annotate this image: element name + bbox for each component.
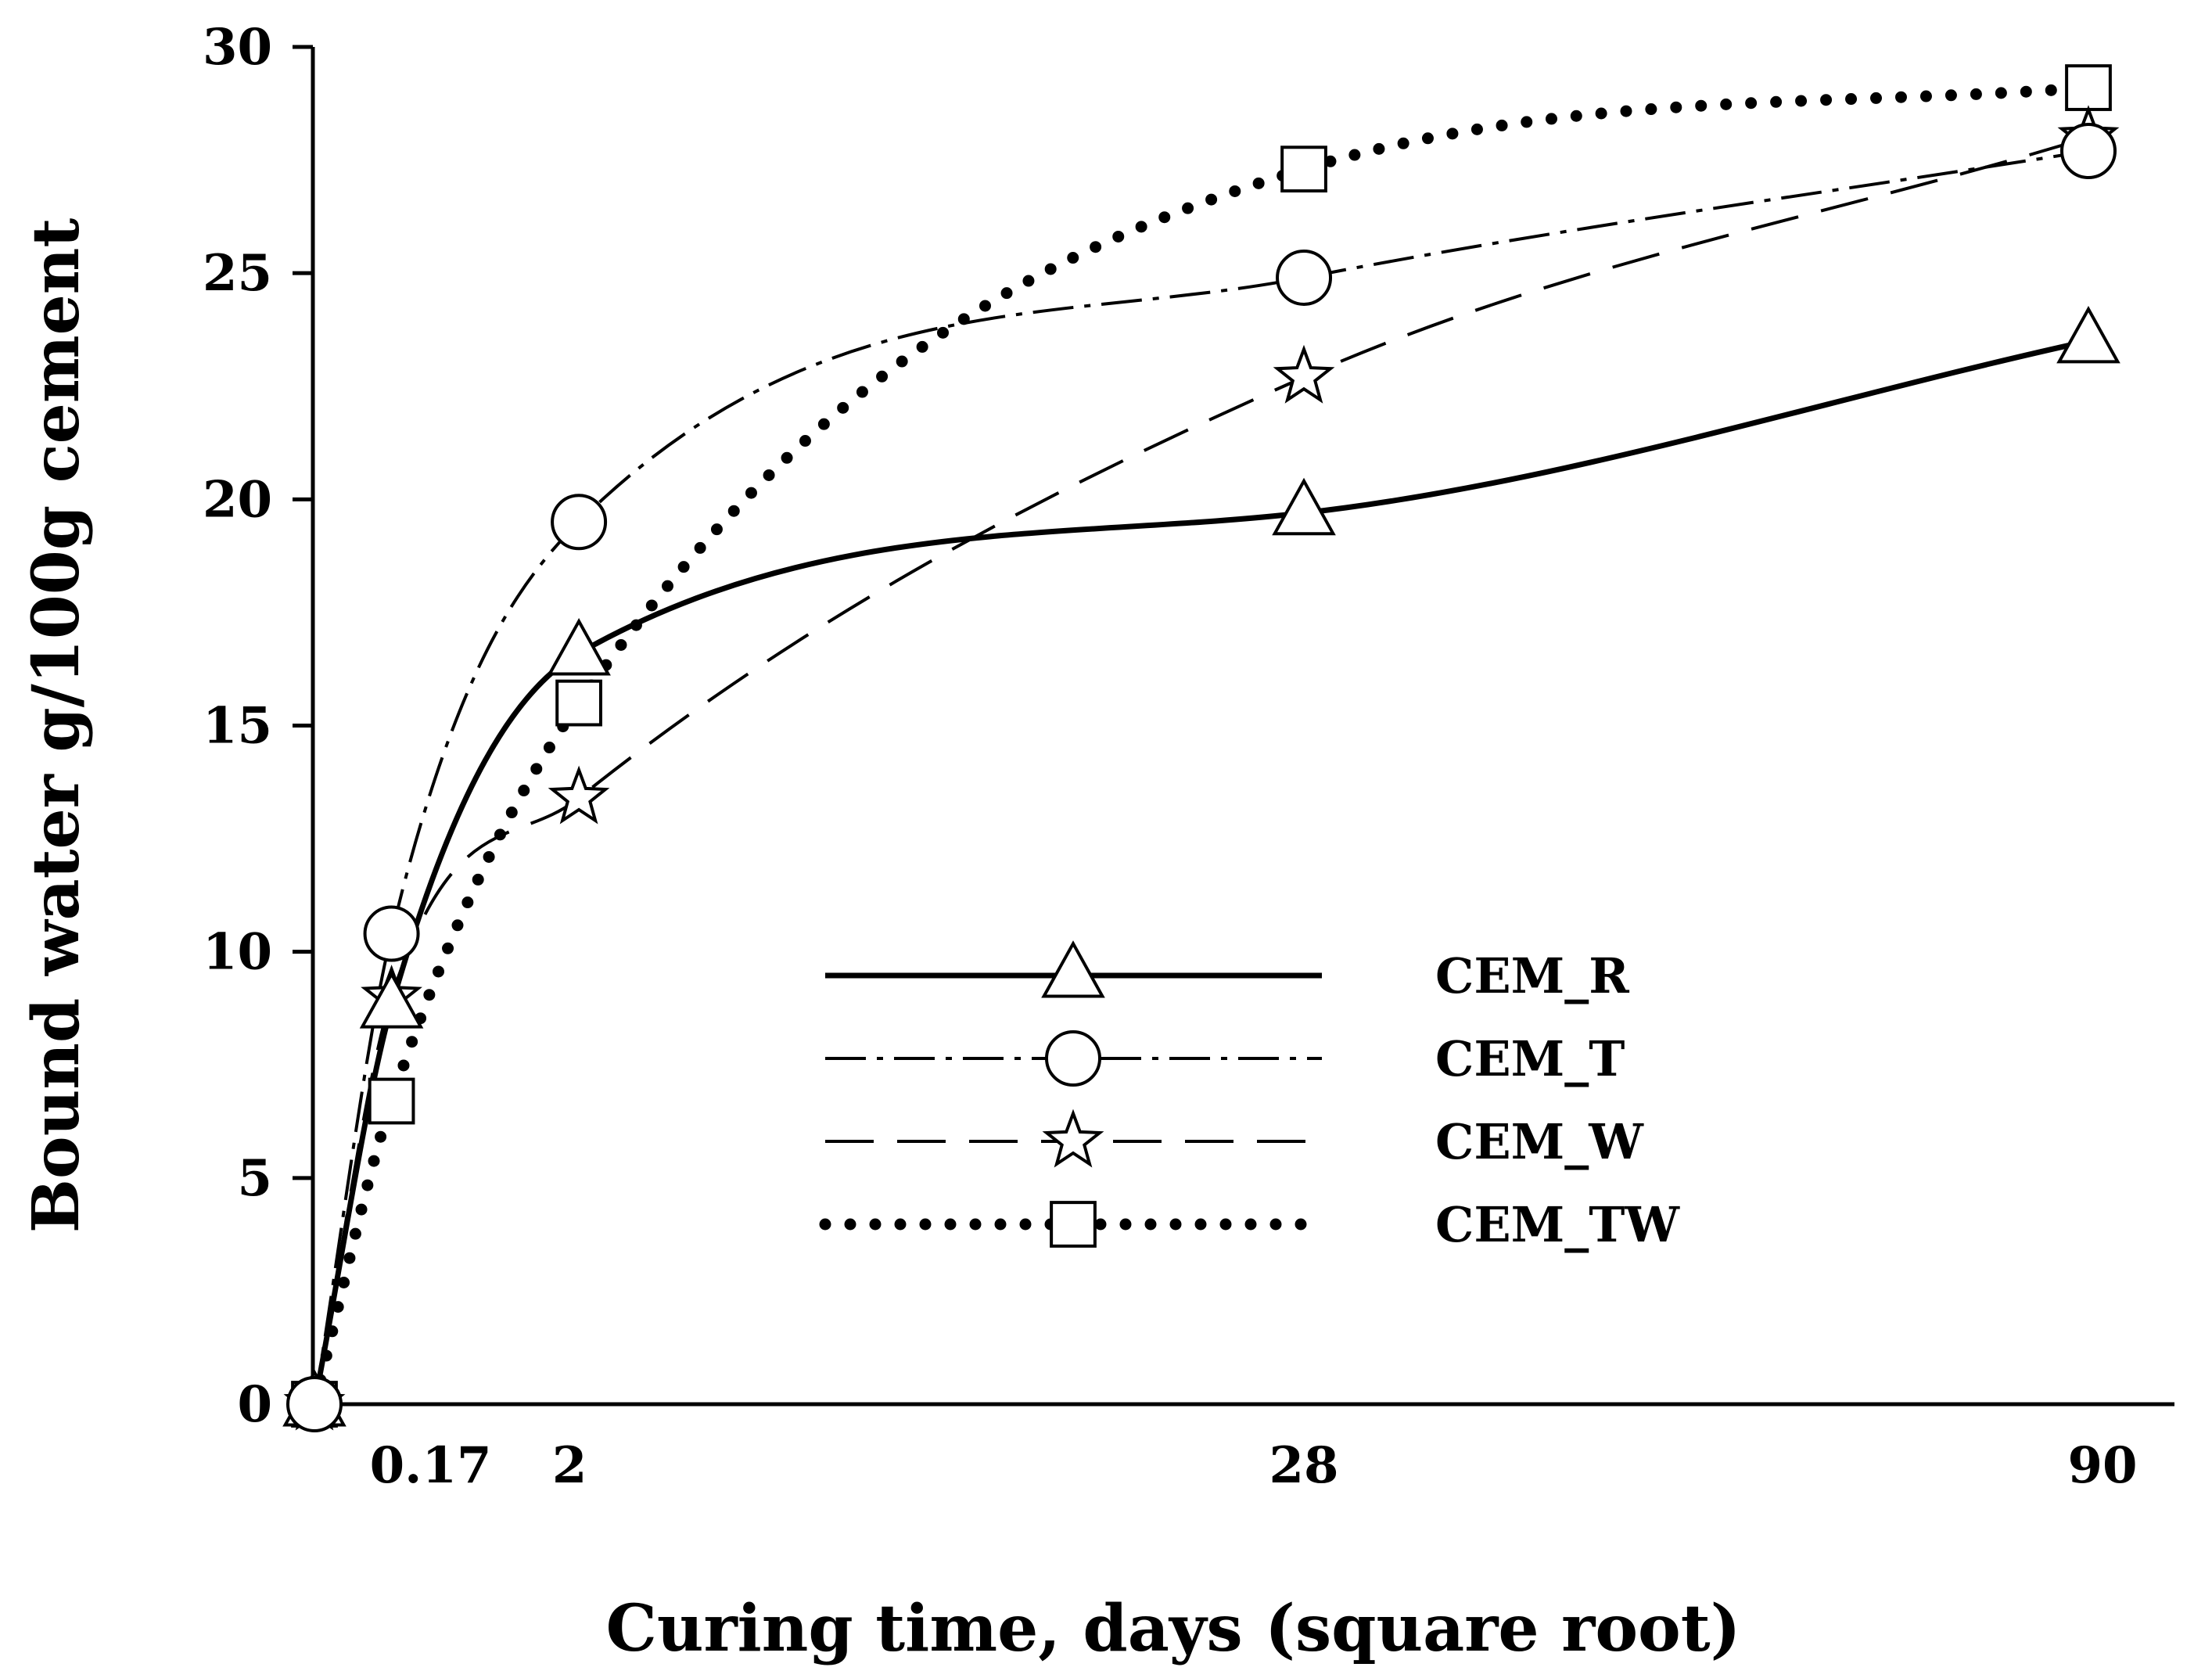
x-tick-label: 0.17 (370, 1436, 492, 1495)
legend-marker-cem-w (1042, 1108, 1104, 1168)
x-tick-label: 2 (552, 1436, 587, 1495)
data-point-cem-t (363, 905, 420, 962)
legend-label-cem-w: CEM_W (1435, 1113, 1644, 1170)
legend-label-cem-t: CEM_T (1435, 1030, 1625, 1087)
y-tick-label: 5 (237, 1149, 272, 1208)
y-tick-label: 20 (203, 470, 272, 529)
legend-marker-cem-t (1045, 1030, 1101, 1087)
data-point-cem-tw (1280, 146, 1327, 193)
data-point-cem-tw (368, 1077, 415, 1125)
series-markers (282, 64, 2120, 1432)
y-tick-label: 30 (203, 18, 272, 77)
y-axis-title: Bound water g/100g cement (19, 218, 94, 1234)
data-point-cem-w (1273, 344, 1335, 404)
y-tick-label: 25 (203, 244, 272, 303)
data-point-cem-t (1276, 249, 1333, 306)
x-tick-label: 28 (1269, 1436, 1338, 1495)
data-point-cem-t (2060, 123, 2117, 180)
legend-label-cem-r: CEM_R (1435, 947, 1629, 1004)
series-line-cem-t (313, 149, 2089, 1405)
legend-label-cem-tw: CEM_TW (1435, 1196, 1680, 1253)
legend-marker-cem-r (1041, 940, 1105, 998)
series-line-cem-tw (308, 81, 2095, 1410)
x-tick-label: 90 (2067, 1436, 2137, 1495)
x-axis-title: Curing time, days (square root) (606, 1591, 1741, 1666)
series-line-cem-w (313, 135, 2089, 1405)
ticks: 0 5 10 15 20 25 30 0.17 2 28 90 (203, 18, 2138, 1495)
data-point-cem-r (1272, 477, 1336, 536)
series-line-cem-r (311, 338, 2089, 1405)
legend: CEM_R CEM_T CEM_W CEM_TW (819, 940, 1680, 1253)
data-point-cem-t (551, 494, 608, 551)
data-point-cem-tw (555, 679, 602, 727)
data-point-cem-t (286, 1376, 343, 1432)
y-tick-label: 10 (203, 923, 272, 982)
data-point-cem-r (359, 971, 424, 1029)
series-lines (308, 81, 2095, 1410)
legend-marker-cem-tw (1050, 1201, 1097, 1248)
data-point-cem-r (547, 618, 611, 676)
y-tick-label: 15 (203, 697, 272, 756)
data-point-cem-r (2056, 305, 2120, 364)
data-point-cem-w (548, 765, 610, 825)
y-tick-label: 0 (237, 1375, 272, 1434)
data-point-cem-tw (2065, 64, 2112, 111)
